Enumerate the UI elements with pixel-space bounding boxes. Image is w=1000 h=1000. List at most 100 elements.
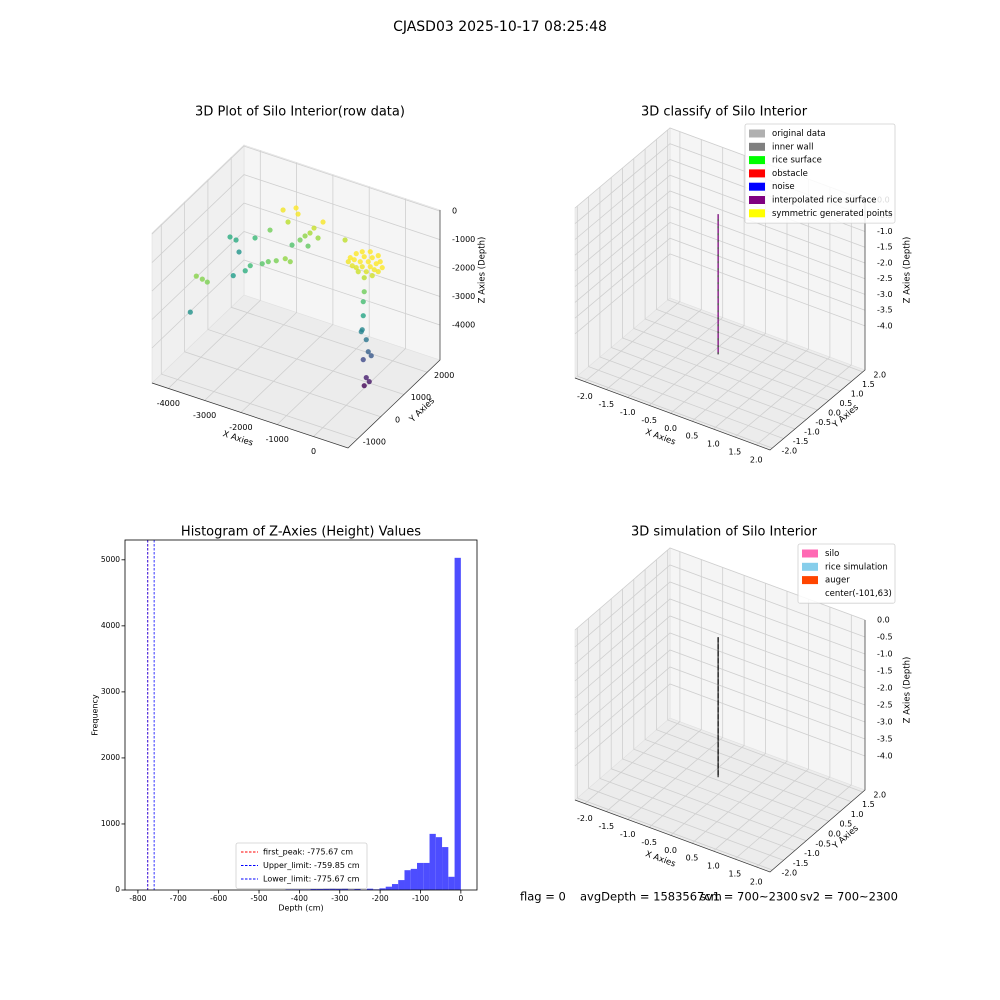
bar [454, 557, 461, 890]
grid-line [622, 589, 818, 832]
grid-line [574, 598, 866, 682]
grid-line [627, 147, 724, 398]
chart-title: 3D classify of Silo Interior [641, 105, 808, 120]
y-tick-label: 4000 [101, 621, 120, 630]
x-tick-label: 0 [311, 447, 316, 456]
point [353, 265, 359, 271]
point [187, 309, 193, 315]
grid-line [633, 579, 829, 822]
point [289, 242, 295, 248]
grid-line [691, 591, 788, 844]
point [259, 261, 265, 267]
point [368, 353, 374, 359]
point [359, 249, 365, 255]
grid-line [670, 583, 766, 836]
y-tick-label: -1.0 [804, 428, 820, 437]
x-tick-label: -100 [412, 894, 429, 903]
pane-side [151, 144, 245, 384]
y-tick-label: -1.5 [793, 437, 809, 446]
legend-box [235, 842, 368, 889]
bar [417, 862, 424, 890]
point [361, 275, 367, 281]
y-tick-label: -1.5 [793, 859, 809, 868]
grid-line [644, 569, 841, 812]
z-axis-label: Z Axies (Depth) [903, 237, 913, 304]
legend-label: symmetric generated points [772, 209, 893, 219]
point [358, 329, 364, 335]
grid-line [610, 598, 807, 842]
z-tick-label: 0 [452, 207, 457, 216]
x-tick-label: -500 [251, 894, 268, 903]
legend-swatch [802, 576, 818, 585]
legend-label: first_peak: -775.67 cm [263, 848, 353, 857]
y-tick-label: 1.5 [862, 800, 875, 809]
y-axis-label: Frequency [91, 694, 100, 736]
point [273, 258, 279, 264]
point [357, 259, 363, 265]
point [351, 257, 357, 263]
x-tick-label: -1.0 [620, 408, 636, 417]
grid-line [240, 174, 334, 413]
y-tick-label: -0.5 [815, 839, 831, 848]
grid-line [574, 632, 866, 716]
grid-line [734, 187, 831, 438]
point [360, 299, 366, 305]
x-tick-label: 0.0 [664, 424, 677, 433]
grid-line [576, 206, 773, 449]
point [252, 235, 258, 241]
bar [379, 888, 386, 890]
point [360, 313, 366, 319]
legend-box [797, 543, 896, 604]
x-tick-label: -2.0 [577, 392, 593, 401]
point [355, 269, 361, 275]
point [242, 268, 248, 274]
bar [329, 888, 336, 890]
point [369, 273, 375, 279]
y-tick-label: -1000 [363, 438, 386, 447]
y-tick-label: 0 [115, 885, 120, 894]
y-tick-label: -2.0 [781, 869, 797, 878]
legend-swatch [749, 169, 765, 178]
legend-box [744, 123, 896, 224]
x-tick-label: -0.5 [641, 416, 657, 425]
grid-line [574, 683, 866, 767]
bar [385, 886, 392, 890]
point [342, 237, 348, 243]
x-tick-label: 0.0 [664, 846, 677, 855]
bar [316, 889, 324, 890]
bar [398, 880, 405, 890]
bar [410, 868, 418, 890]
legend-label: original data [772, 129, 826, 139]
y-tick-label: 1.5 [862, 380, 875, 389]
grid-line [151, 145, 441, 235]
x-tick-label: 2.0 [750, 455, 763, 464]
x-tick-label: 1.0 [707, 440, 720, 449]
plot-frame [124, 539, 478, 891]
y-tick-label: -0.5 [815, 418, 831, 427]
z-tick-label: -2.5 [877, 274, 893, 283]
z-tick-label: -3.5 [877, 735, 893, 744]
legend-swatch [749, 142, 765, 151]
x-tick-label: 1.5 [728, 870, 741, 879]
grid-line [734, 607, 831, 860]
status-text: sv1 = 700~2300 [700, 890, 798, 904]
point [307, 230, 313, 236]
point [347, 255, 353, 261]
x-tick-label: 1.0 [707, 862, 720, 871]
point [236, 249, 242, 255]
point [320, 219, 326, 225]
y-tick-label: 2.0 [873, 790, 886, 799]
z-axis-label: Z Axies (Depth) [478, 237, 488, 304]
z-tick-label: 0.0 [877, 616, 890, 625]
x-axis-label: Depth (cm) [278, 904, 323, 913]
bar [354, 889, 361, 890]
point [373, 261, 379, 267]
y-tick-label: 0.0 [828, 409, 841, 418]
z-tick-label: -0.5 [877, 633, 893, 642]
x-tick-label: 0 [458, 894, 463, 903]
grid-line [667, 129, 863, 373]
grid-line [160, 224, 358, 440]
x-tick-label: -1.0 [620, 830, 636, 839]
x-tick-label: -2000 [229, 423, 252, 432]
